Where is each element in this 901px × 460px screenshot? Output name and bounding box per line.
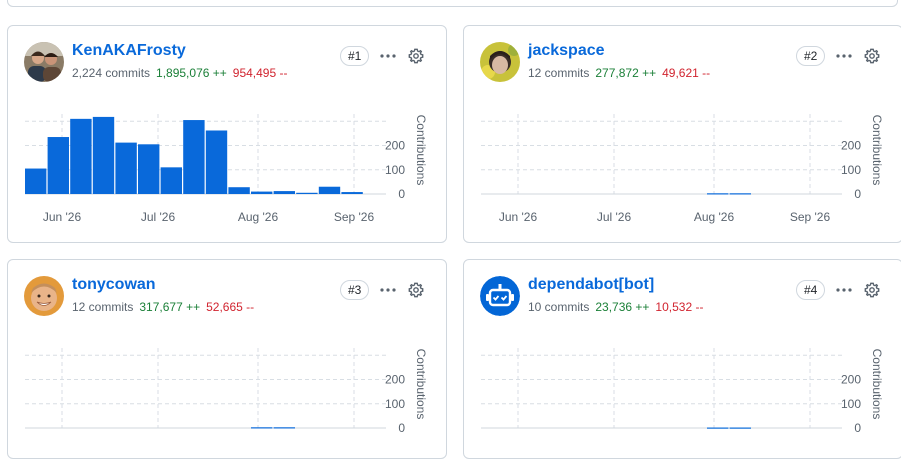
contribution-bar[interactable] xyxy=(205,130,228,194)
x-tick-label: Aug '26 xyxy=(238,210,279,224)
gear-icon[interactable] xyxy=(862,280,882,300)
y-axis-label: Contributions xyxy=(870,349,884,420)
contributions-chart: 0 100 200 Contributions xyxy=(481,348,884,435)
contributor-card: tonycowan 12 commits 317,677 ++ 52,665 -- … xyxy=(7,259,447,459)
contribution-bar[interactable] xyxy=(707,427,729,429)
contribution-bar[interactable] xyxy=(273,427,295,429)
y-tick-label: 100 xyxy=(385,397,405,411)
contributor-login-link[interactable]: tonycowan xyxy=(72,276,156,293)
contributor-stats: 2,224 commits 1,895,076 ++ 954,495 -- xyxy=(72,66,287,80)
smiling-person-avatar-icon[interactable] xyxy=(24,276,64,316)
contributor-card: dependabot[bot] 10 commits 23,736 ++ 10,53… xyxy=(463,259,901,459)
deletions-count: 954,495 -- xyxy=(232,66,288,80)
contribution-bar[interactable] xyxy=(138,144,160,194)
y-tick-label: 0 xyxy=(398,421,405,435)
rank-badge: #4 xyxy=(796,280,826,300)
y-tick-label: 100 xyxy=(841,163,861,177)
contributor-login-link[interactable]: dependabot[bot] xyxy=(528,276,655,293)
y-tick-label: 100 xyxy=(385,163,405,177)
previous-card-edge xyxy=(7,0,898,7)
kebab-horizontal-icon[interactable] xyxy=(833,46,855,66)
contribution-bar[interactable] xyxy=(707,193,729,195)
commit-count-link[interactable]: 2,224 commits xyxy=(72,66,151,80)
contribution-bar[interactable] xyxy=(729,193,751,195)
couple-photo-avatar-icon[interactable] xyxy=(24,42,64,82)
contributor-login-link[interactable]: jackspace xyxy=(528,42,605,59)
deletions-count: 49,621 -- xyxy=(662,66,711,80)
contributor-login-link[interactable]: KenAKAFrosty xyxy=(72,42,186,59)
y-tick-label: 0 xyxy=(398,187,405,201)
contribution-bar[interactable] xyxy=(160,167,182,194)
additions-count: 277,872 ++ xyxy=(595,66,657,80)
kebab-horizontal-icon[interactable] xyxy=(377,280,399,300)
gear-icon[interactable] xyxy=(406,46,426,66)
commit-count-link[interactable]: 10 commits xyxy=(528,300,590,314)
y-tick-label: 200 xyxy=(841,373,861,387)
gear-icon[interactable] xyxy=(862,46,882,66)
x-tick-label: Sep '26 xyxy=(790,210,831,224)
contribution-bar[interactable] xyxy=(273,191,295,194)
contribution-bar[interactable] xyxy=(729,427,751,429)
y-tick-label: 0 xyxy=(854,421,861,435)
contribution-bar[interactable] xyxy=(318,186,341,194)
contribution-bar[interactable] xyxy=(25,168,47,194)
y-tick-label: 0 xyxy=(854,187,861,201)
kebab-horizontal-icon[interactable] xyxy=(377,46,399,66)
y-axis-label: Contributions xyxy=(414,349,428,420)
contribution-bar[interactable] xyxy=(228,187,250,194)
x-tick-label: Jun '26 xyxy=(43,210,82,224)
contribution-bar[interactable] xyxy=(251,427,273,429)
contributions-chart: 0 100 200 Contributions xyxy=(25,348,428,435)
contributor-stats: 12 commits 277,872 ++ 49,621 -- xyxy=(528,66,710,80)
kebab-horizontal-icon[interactable] xyxy=(833,280,855,300)
rank-badge: #2 xyxy=(796,46,826,66)
y-tick-label: 100 xyxy=(841,397,861,411)
contribution-bar[interactable] xyxy=(341,192,363,194)
y-tick-label: 200 xyxy=(385,373,405,387)
gear-icon[interactable] xyxy=(406,280,426,300)
x-tick-label: Jun '26 xyxy=(499,210,538,224)
rank-badge: #1 xyxy=(340,46,370,66)
contributor-card: KenAKAFrosty 2,224 commits 1,895,076 ++ 95… xyxy=(7,25,447,243)
contribution-bar[interactable] xyxy=(115,142,137,194)
y-tick-label: 200 xyxy=(841,139,861,153)
additions-count: 23,736 ++ xyxy=(595,300,650,314)
commit-count-link[interactable]: 12 commits xyxy=(528,66,590,80)
rank-badge: #3 xyxy=(340,280,370,300)
contribution-bar[interactable] xyxy=(47,137,69,194)
contribution-bar[interactable] xyxy=(92,116,115,194)
contribution-bar[interactable] xyxy=(183,120,205,194)
robot-avatar-icon[interactable] xyxy=(480,276,520,316)
y-axis-label: Contributions xyxy=(870,115,884,186)
commit-count-link[interactable]: 12 commits xyxy=(72,300,134,314)
x-tick-label: Jul '26 xyxy=(597,210,632,224)
x-tick-label: Jul '26 xyxy=(141,210,176,224)
contributor-stats: 12 commits 317,677 ++ 52,665 -- xyxy=(72,300,254,314)
contributor-stats: 10 commits 23,736 ++ 10,532 -- xyxy=(528,300,703,314)
contribution-bar[interactable] xyxy=(251,191,273,194)
person-photo-avatar-icon[interactable] xyxy=(480,42,520,82)
contributor-card: jackspace 12 commits 277,872 ++ 49,621 -- … xyxy=(463,25,901,243)
contributions-chart: 0 100 200 Contributions Jun '26 Jul '26 Aug '2… xyxy=(25,114,428,224)
additions-count: 1,895,076 ++ xyxy=(156,66,227,80)
contribution-bar[interactable] xyxy=(296,192,318,194)
deletions-count: 10,532 -- xyxy=(655,300,704,314)
deletions-count: 52,665 -- xyxy=(206,300,255,314)
x-tick-label: Aug '26 xyxy=(694,210,735,224)
y-tick-label: 200 xyxy=(385,139,405,153)
contribution-bar[interactable] xyxy=(70,118,92,194)
contributions-chart: 0 100 200 Contributions Jun '26 Jul '26 Aug '2… xyxy=(481,114,884,224)
additions-count: 317,677 ++ xyxy=(139,300,201,314)
x-tick-label: Sep '26 xyxy=(334,210,375,224)
y-axis-label: Contributions xyxy=(414,115,428,186)
